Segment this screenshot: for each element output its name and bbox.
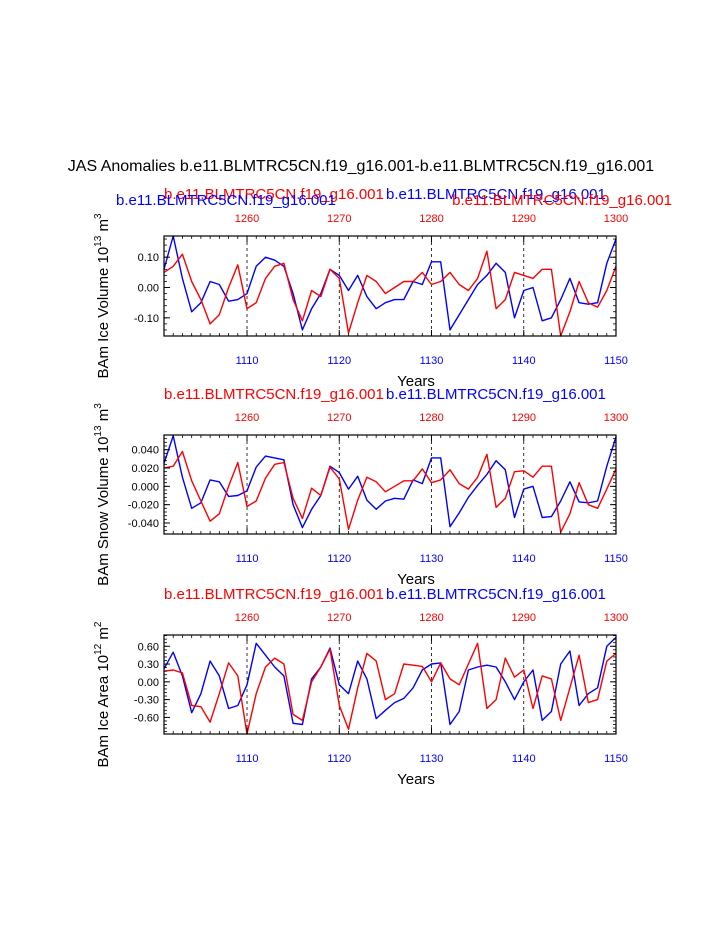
y-axis-title-exponent: 12 — [93, 643, 104, 655]
y-tick-label: 0.000 — [131, 481, 159, 493]
series-line-red — [163, 450, 617, 533]
y-tick-label: -0.020 — [128, 500, 159, 512]
y-tick-label: 0.60 — [138, 641, 159, 653]
y-axis-title: BAm Ice Volume 1013 m3 — [93, 213, 112, 379]
plot-frame — [163, 434, 617, 535]
series-line-red — [163, 642, 617, 735]
top-tick-label: 1260 — [235, 612, 259, 624]
top-tick-label: 1270 — [327, 213, 351, 225]
y-axis-title-unit: m — [95, 219, 112, 236]
plot-frame — [163, 634, 617, 735]
x-tick-label: 1140 — [512, 553, 536, 565]
run-name-label: b.e11.BLMTRC5CN.f19_g16.001 — [386, 586, 606, 603]
y-tick-label: 0.00 — [138, 677, 159, 689]
y-tick-label: -0.040 — [128, 518, 159, 530]
y-axis-title-unit-exponent: 3 — [93, 213, 104, 219]
y-axis-title-exponent: 13 — [93, 235, 104, 247]
top-tick-label: 1280 — [419, 412, 443, 424]
x-tick-label: 1130 — [420, 355, 444, 367]
x-tick-label: 1110 — [236, 553, 259, 565]
x-tick-label: 1110 — [236, 355, 259, 367]
series-line-blue — [163, 636, 617, 726]
y-tick-label: 0.10 — [138, 252, 159, 264]
top-tick-label: 1300 — [604, 612, 628, 624]
run-name-label: b.e11.BLMTRC5CN.f19_g16.001 — [386, 386, 606, 403]
run-name-label: b.e11.BLMTRC5CN.f19_g16.001 — [116, 192, 336, 209]
y-tick-label: -0.30 — [134, 695, 159, 707]
x-tick-label: 1150 — [604, 553, 628, 565]
y-tick-label: 0.020 — [131, 463, 159, 475]
y-axis-title-text: BAm Snow Volume 10 — [95, 437, 112, 586]
top-tick-label: 1270 — [327, 612, 351, 624]
x-tick-label: 1120 — [327, 553, 351, 565]
x-tick-label: 1120 — [327, 753, 351, 765]
run-name-label: b.e11.BLMTRC5CN.f19_g16.001 — [164, 186, 384, 203]
top-tick-label: 1280 — [419, 612, 443, 624]
x-tick-label: 1120 — [327, 355, 351, 367]
x-tick-label: 1140 — [512, 355, 536, 367]
top-tick-label: 1300 — [604, 412, 628, 424]
y-axis-title-exponent: 13 — [93, 425, 104, 437]
y-axis-title-unit-exponent: 2 — [93, 621, 104, 627]
x-axis-title: Years — [397, 571, 435, 588]
y-tick-label: -0.10 — [134, 313, 159, 325]
y-axis-title: BAm Ice Area 1012 m2 — [93, 621, 112, 767]
figure-title: JAS Anomalies b.e11.BLMTRC5CN.f19_g16.00… — [68, 158, 655, 175]
series-line-red — [163, 250, 617, 337]
run-name-label: b.e11.BLMTRC5CN.f19_g16.001 — [386, 186, 606, 203]
run-name-label: b.e11.BLMTRC5CN.f19_g16.001 — [164, 586, 384, 603]
top-tick-label: 1270 — [327, 412, 351, 424]
y-axis-title-unit-exponent: 3 — [93, 403, 104, 409]
x-axis-title: Years — [397, 373, 435, 390]
chart-panel-1: -0.10 0.00 0.10 1110 1120 1130 1140 1150 1260 127… — [93, 186, 672, 390]
top-tick-label: 1280 — [419, 213, 443, 225]
series-line-blue — [163, 435, 617, 529]
plot-frame — [163, 235, 617, 337]
run-name-label: b.e11.BLMTRC5CN.f19_g16.001 — [164, 386, 384, 403]
x-tick-label: 1150 — [604, 355, 628, 367]
x-tick-label: 1150 — [604, 753, 628, 765]
x-tick-label: 1110 — [236, 753, 259, 765]
x-tick-label: 1130 — [420, 553, 444, 565]
chart-panel-3: -0.60 -0.30 0.00 0.30 0.60 1110 1120 1130 1140 11… — [93, 586, 628, 788]
y-tick-label: 0.30 — [138, 659, 159, 671]
top-tick-label: 1290 — [512, 213, 536, 225]
y-axis-title-unit: m — [95, 627, 112, 644]
x-axis-title: Years — [397, 771, 435, 788]
y-tick-label: 0.00 — [138, 283, 159, 295]
y-tick-label: 0.040 — [131, 445, 159, 457]
top-tick-label: 1260 — [235, 412, 259, 424]
run-name-label: b.e11.BLMTRC5CN.f19_g16.001 — [452, 192, 672, 209]
y-tick-label: -0.60 — [134, 712, 159, 724]
chart-panel-2: -0.040 -0.020 0.000 0.020 0.040 1110 1120 1130 1… — [93, 386, 628, 588]
chart-panels: -0.10 0.00 0.10 1110 1120 1130 1140 1150 1260 127… — [93, 186, 672, 788]
top-tick-label: 1260 — [235, 213, 259, 225]
series-line-blue — [163, 235, 617, 331]
x-tick-label: 1130 — [420, 753, 444, 765]
y-axis-title-text: BAm Ice Volume 10 — [95, 247, 112, 379]
y-axis-title-text: BAm Ice Area 10 — [95, 655, 112, 768]
top-tick-label: 1300 — [604, 213, 628, 225]
y-axis-title: BAm Snow Volume 1013 m3 — [93, 403, 112, 586]
y-axis-title-unit: m — [95, 409, 112, 426]
top-tick-label: 1290 — [512, 412, 536, 424]
x-tick-label: 1140 — [512, 753, 536, 765]
top-tick-label: 1290 — [512, 612, 536, 624]
